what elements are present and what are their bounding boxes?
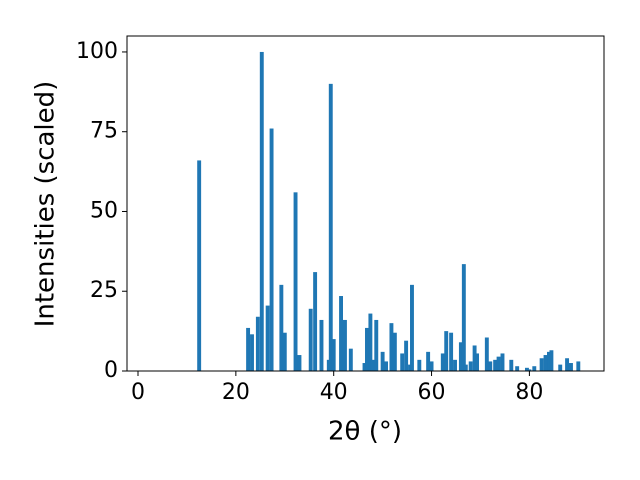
- bar: [255, 316, 260, 371]
- bar: [410, 284, 414, 371]
- bar: [429, 361, 434, 371]
- x-tick-label: 40: [320, 380, 348, 405]
- bar: [392, 332, 397, 371]
- bar: [368, 313, 373, 371]
- bar: [453, 359, 457, 371]
- bar: [197, 160, 202, 371]
- bar: [365, 327, 369, 371]
- bar: [532, 366, 537, 371]
- bar: [449, 332, 454, 371]
- bar: [440, 353, 445, 371]
- bar: [527, 369, 532, 371]
- bar: [259, 51, 264, 371]
- bar: [384, 361, 389, 371]
- x-tick-label: 0: [131, 380, 145, 405]
- y-tick-label: 25: [90, 278, 118, 303]
- bar: [547, 351, 551, 371]
- bar: [279, 284, 284, 371]
- bar: [461, 264, 466, 371]
- bar: [400, 353, 405, 371]
- bar: [331, 339, 336, 371]
- bar: [339, 296, 343, 371]
- bar: [496, 356, 501, 371]
- bar: [313, 272, 318, 371]
- bar: [246, 327, 251, 371]
- x-tick-label: 60: [418, 380, 446, 405]
- bar: [370, 359, 375, 371]
- bar: [515, 366, 520, 371]
- bar: [458, 342, 463, 371]
- x-tick-label: 20: [222, 380, 250, 405]
- bar: [348, 348, 353, 371]
- bar: [362, 363, 367, 371]
- y-axis-label: Intensities (scaled): [31, 81, 61, 328]
- bar: [319, 319, 324, 371]
- bar: [558, 364, 563, 371]
- bar: [484, 337, 489, 371]
- bar: [308, 308, 313, 371]
- bar: [565, 358, 570, 371]
- bar: [328, 83, 333, 371]
- bar: [500, 353, 505, 371]
- bar: [444, 331, 449, 371]
- bar: [539, 358, 544, 371]
- bar: [426, 351, 431, 371]
- bar: [463, 364, 468, 371]
- bar: [389, 323, 394, 371]
- bar: [569, 363, 573, 371]
- bar: [380, 351, 385, 371]
- bar: [468, 361, 473, 371]
- y-tick-label: 75: [90, 119, 118, 144]
- bar: [404, 340, 409, 371]
- bar: [475, 353, 480, 371]
- bar: [293, 192, 298, 371]
- bar: [472, 345, 477, 371]
- bar: [488, 361, 493, 371]
- bar: [549, 350, 554, 371]
- y-tick-label: 50: [90, 198, 118, 223]
- bar: [250, 334, 254, 371]
- bar: [543, 355, 548, 371]
- x-tick-label: 80: [515, 380, 543, 405]
- y-tick-label: 100: [76, 39, 118, 64]
- bar: [282, 332, 287, 371]
- bar: [417, 359, 422, 371]
- y-tick-label: 0: [104, 358, 118, 383]
- bar: [342, 319, 347, 371]
- bar: [297, 355, 302, 371]
- x-axis-label: 2θ (°): [328, 417, 402, 447]
- bar: [493, 359, 498, 371]
- bar: [509, 359, 514, 371]
- plot-frame: [126, 35, 605, 372]
- bar: [576, 361, 581, 371]
- bar: [524, 367, 529, 371]
- bar: [265, 305, 270, 371]
- bar: [374, 319, 379, 371]
- bar: [269, 128, 274, 371]
